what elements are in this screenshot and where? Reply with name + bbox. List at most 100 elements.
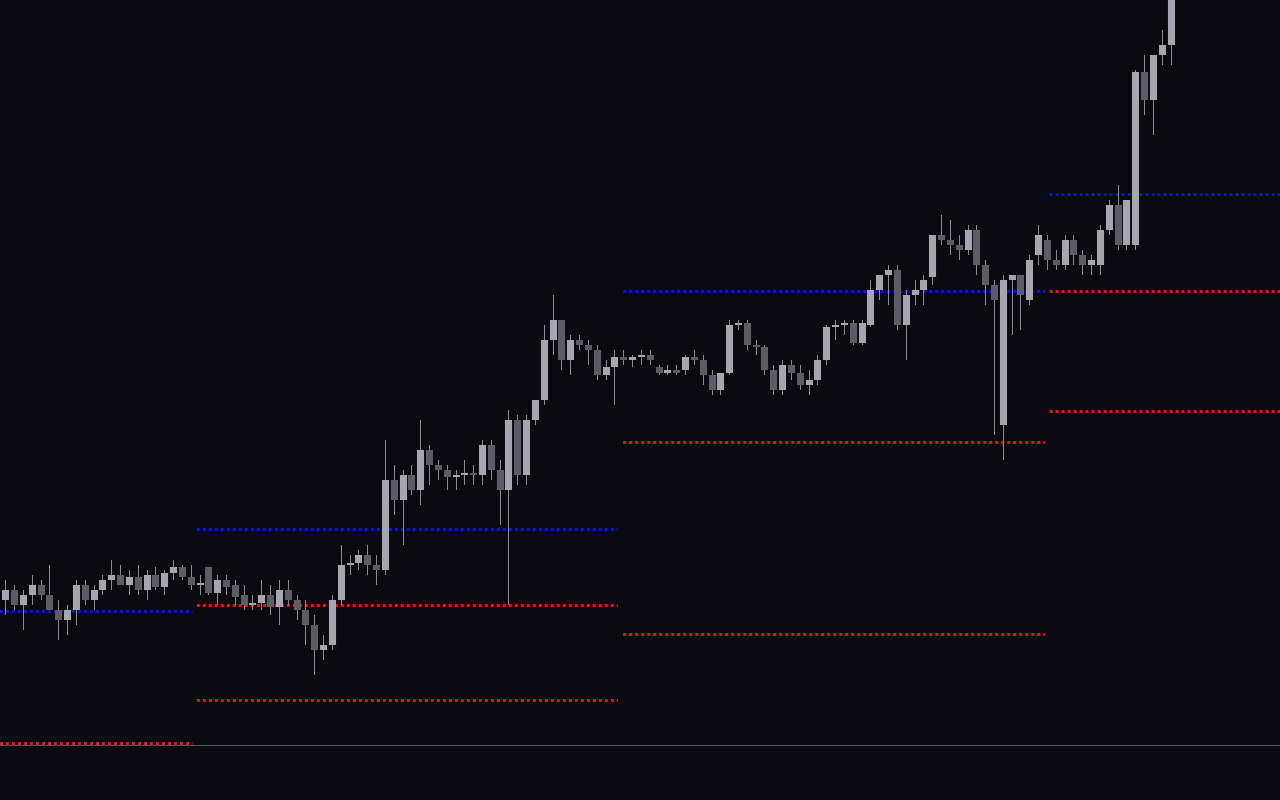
- candle-body: [248, 603, 257, 605]
- candle-body: [178, 567, 187, 577]
- candle-body: [981, 265, 990, 285]
- candle-body: [1167, 0, 1176, 45]
- candle-body: [681, 357, 690, 370]
- candle-body: [19, 595, 28, 605]
- candle-body: [125, 577, 134, 585]
- candle-body: [513, 420, 522, 475]
- candle-body: [522, 420, 531, 475]
- candle-body: [990, 285, 999, 300]
- candle-body: [196, 583, 205, 585]
- candle-body: [222, 580, 231, 587]
- candle-body: [160, 573, 169, 587]
- candle-body: [752, 345, 761, 347]
- candle-body: [257, 595, 266, 603]
- candle-body: [469, 473, 478, 475]
- candle-body: [1096, 230, 1105, 265]
- candle-body: [955, 245, 964, 250]
- candle-body: [919, 280, 928, 290]
- candle-body: [116, 575, 125, 585]
- candle-body: [310, 625, 319, 650]
- candle-body: [1131, 72, 1140, 245]
- candle-body: [911, 290, 920, 295]
- candle-body: [399, 475, 408, 500]
- candle-body: [496, 470, 505, 490]
- candle-body: [381, 480, 390, 570]
- candle-body: [434, 465, 443, 470]
- candle-body: [778, 365, 787, 390]
- candle-body: [28, 585, 37, 595]
- candle-body: [531, 400, 540, 420]
- candle-body: [416, 450, 425, 490]
- candle-body: [1140, 72, 1149, 100]
- candle-body: [1052, 260, 1061, 265]
- candle-body: [716, 373, 725, 390]
- candle-body: [796, 373, 805, 385]
- candle-body: [187, 577, 196, 585]
- candle-body: [1069, 240, 1078, 255]
- candle-body: [363, 555, 372, 565]
- candle-body: [619, 357, 628, 360]
- candle-body: [231, 585, 240, 597]
- candle-body: [425, 450, 434, 465]
- candle-body: [240, 595, 249, 605]
- candle-body: [204, 567, 213, 593]
- candle-body: [540, 340, 549, 400]
- candle-body: [275, 590, 284, 607]
- candle-body: [637, 355, 646, 357]
- candle-body: [805, 380, 814, 385]
- candle-body: [301, 610, 310, 625]
- candle-body: [1034, 235, 1043, 255]
- candle-body: [460, 473, 469, 475]
- candle-body: [37, 585, 46, 595]
- candle-body: [725, 325, 734, 373]
- candle-body: [1061, 240, 1070, 265]
- candle-body: [602, 367, 611, 375]
- candle-body: [54, 610, 63, 620]
- candle-body: [504, 420, 513, 490]
- candle-body: [107, 575, 116, 580]
- candle-body: [884, 270, 893, 275]
- candle-body: [151, 575, 160, 587]
- candle-body: [1105, 205, 1114, 230]
- candle-body: [143, 575, 152, 590]
- candle-body: [1122, 200, 1131, 245]
- candle-body: [822, 327, 831, 360]
- candle-body: [549, 320, 558, 340]
- candle-body: [760, 347, 769, 370]
- candle-body: [478, 445, 487, 475]
- candle-body: [390, 480, 399, 500]
- candle-body: [858, 323, 867, 343]
- candle-body: [655, 367, 664, 373]
- candle-body: [743, 323, 752, 345]
- candle-body: [999, 280, 1008, 425]
- candle-body: [831, 325, 840, 327]
- candle-body: [937, 235, 946, 240]
- candle-body: [610, 357, 619, 367]
- candle-body: [407, 475, 416, 490]
- candle-body: [690, 357, 699, 360]
- candle-body: [946, 240, 955, 245]
- candle-body: [98, 580, 107, 590]
- candle-body: [787, 365, 796, 373]
- candle-body: [134, 577, 143, 590]
- candle-body: [699, 360, 708, 375]
- candle-body: [964, 230, 973, 250]
- candle-body: [972, 230, 981, 265]
- candle-body: [346, 563, 355, 565]
- candle-body: [1, 590, 10, 600]
- candle-body: [293, 600, 302, 610]
- candle-body: [63, 610, 72, 620]
- candle-body: [169, 567, 178, 573]
- candle-body: [902, 295, 911, 325]
- candle-body: [328, 600, 337, 645]
- candle-body: [452, 475, 461, 477]
- candle-body: [628, 357, 637, 360]
- candle-body: [646, 355, 655, 360]
- candle-body: [672, 370, 681, 373]
- candle-body: [813, 360, 822, 380]
- candle-body: [849, 323, 858, 343]
- candle-body: [1043, 240, 1052, 260]
- candle-body: [372, 565, 381, 570]
